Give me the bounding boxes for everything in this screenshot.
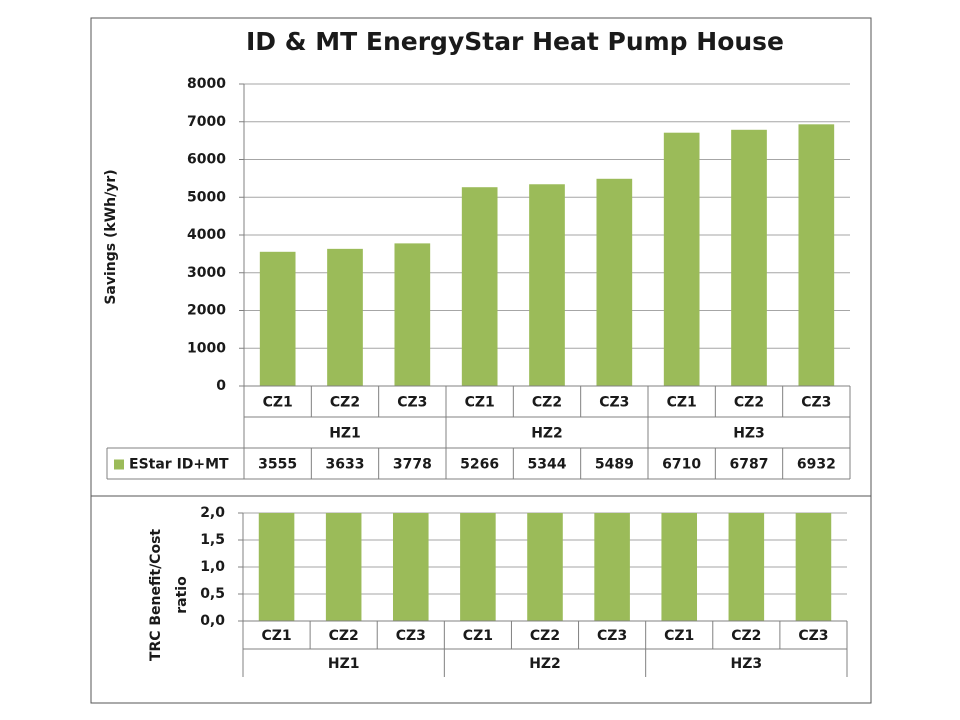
data-table-cell: 3633 bbox=[326, 457, 365, 473]
y-tick-labels: 0 1000 2000 3000 4000 5000 6000 7000 8000 bbox=[187, 76, 226, 394]
bar bbox=[327, 248, 363, 386]
trc-ratio-chart: TRC Benefit/Cost ratio 0,0 0,5 1,0 1,5 2,0 C… bbox=[148, 505, 848, 677]
y-tick-label: 0,5 bbox=[200, 586, 225, 602]
bar bbox=[731, 129, 767, 386]
data-table-cell: 5266 bbox=[460, 457, 499, 473]
category-label: CZ2 bbox=[530, 628, 560, 644]
bar bbox=[259, 251, 296, 386]
bar bbox=[596, 178, 633, 386]
category-label: CZ3 bbox=[396, 628, 426, 644]
data-table-cell: 5489 bbox=[595, 457, 634, 473]
category-label: CZ3 bbox=[397, 395, 427, 411]
category-label: CZ2 bbox=[734, 395, 764, 411]
category-label: CZ2 bbox=[731, 628, 761, 644]
bar bbox=[394, 243, 431, 386]
data-table-cell: 5344 bbox=[528, 457, 567, 473]
bar bbox=[795, 513, 832, 621]
group-label: HZ1 bbox=[329, 426, 361, 442]
bar bbox=[529, 184, 565, 386]
category-label: CZ1 bbox=[664, 628, 694, 644]
category-label: CZ1 bbox=[667, 395, 697, 411]
data-table-cell: 6787 bbox=[730, 457, 769, 473]
group-label: HZ2 bbox=[531, 426, 563, 442]
category-label: CZ3 bbox=[599, 395, 629, 411]
bar bbox=[728, 513, 765, 621]
y-axis-label-line2: ratio bbox=[174, 576, 190, 614]
bars bbox=[259, 124, 835, 386]
bars bbox=[258, 513, 832, 621]
category-label: CZ3 bbox=[798, 628, 828, 644]
y-tick-labels: 0,0 0,5 1,0 1,5 2,0 bbox=[200, 505, 225, 629]
bar bbox=[594, 513, 630, 621]
y-tick-label: 6000 bbox=[187, 152, 226, 168]
category-label: CZ1 bbox=[463, 628, 493, 644]
legend-swatch bbox=[114, 459, 124, 470]
bar bbox=[798, 124, 835, 386]
chart-title: ID & MT EnergyStar Heat Pump House bbox=[246, 27, 784, 56]
group-label: HZ2 bbox=[529, 656, 561, 672]
bar bbox=[258, 513, 295, 621]
category-table: CZ1 CZ2 CZ3 CZ1 CZ2 CZ3 CZ1 CZ2 CZ3 HZ1 HZ2 HZ3 bbox=[242, 620, 848, 677]
savings-chart: ID & MT EnergyStar Heat Pump House Savin… bbox=[103, 27, 851, 480]
category-label: CZ1 bbox=[465, 395, 495, 411]
group-label: HZ3 bbox=[733, 426, 765, 442]
y-tick-label: 5000 bbox=[187, 189, 226, 205]
y-tick-label: 3000 bbox=[187, 265, 226, 281]
y-tick-label: 1,5 bbox=[200, 532, 225, 548]
data-table-cell: 3555 bbox=[258, 457, 297, 473]
data-table-cell: 6932 bbox=[797, 457, 836, 473]
category-label: CZ1 bbox=[261, 628, 291, 644]
category-label: CZ2 bbox=[330, 395, 360, 411]
group-label: HZ3 bbox=[731, 656, 763, 672]
y-tick-label: 0,0 bbox=[200, 613, 225, 629]
y-tick-label: 1000 bbox=[187, 340, 226, 356]
y-axis-label: Savings (kWh/yr) bbox=[103, 169, 119, 304]
bar bbox=[325, 513, 362, 621]
y-tick-label: 8000 bbox=[187, 76, 226, 92]
y-tick-label: 0 bbox=[216, 378, 226, 394]
category-table: CZ1 CZ2 CZ3 CZ1 CZ2 CZ3 CZ1 CZ2 CZ3 HZ1 HZ2 HZ3 ESta… bbox=[106, 385, 851, 480]
category-label: CZ1 bbox=[263, 395, 293, 411]
category-label: CZ3 bbox=[801, 395, 831, 411]
bar bbox=[392, 513, 429, 621]
y-tick-label: 7000 bbox=[187, 114, 226, 130]
legend-label: EStar ID+MT bbox=[129, 457, 229, 473]
category-label: CZ3 bbox=[597, 628, 627, 644]
bar bbox=[527, 513, 563, 621]
y-tick-label: 4000 bbox=[187, 227, 226, 243]
y-tick-label: 1,0 bbox=[200, 559, 225, 575]
bar bbox=[460, 513, 496, 621]
y-tick-label: 2,0 bbox=[200, 505, 225, 521]
y-axis-label-line1: TRC Benefit/Cost bbox=[148, 529, 164, 662]
category-label: CZ2 bbox=[329, 628, 359, 644]
bar bbox=[661, 513, 698, 621]
y-tick-label: 2000 bbox=[187, 303, 226, 319]
group-label: HZ1 bbox=[328, 656, 360, 672]
bar bbox=[663, 132, 700, 386]
data-table-cell: 6710 bbox=[662, 457, 701, 473]
data-table-cell: 3778 bbox=[393, 457, 432, 473]
bar bbox=[461, 187, 498, 386]
category-label: CZ2 bbox=[532, 395, 562, 411]
